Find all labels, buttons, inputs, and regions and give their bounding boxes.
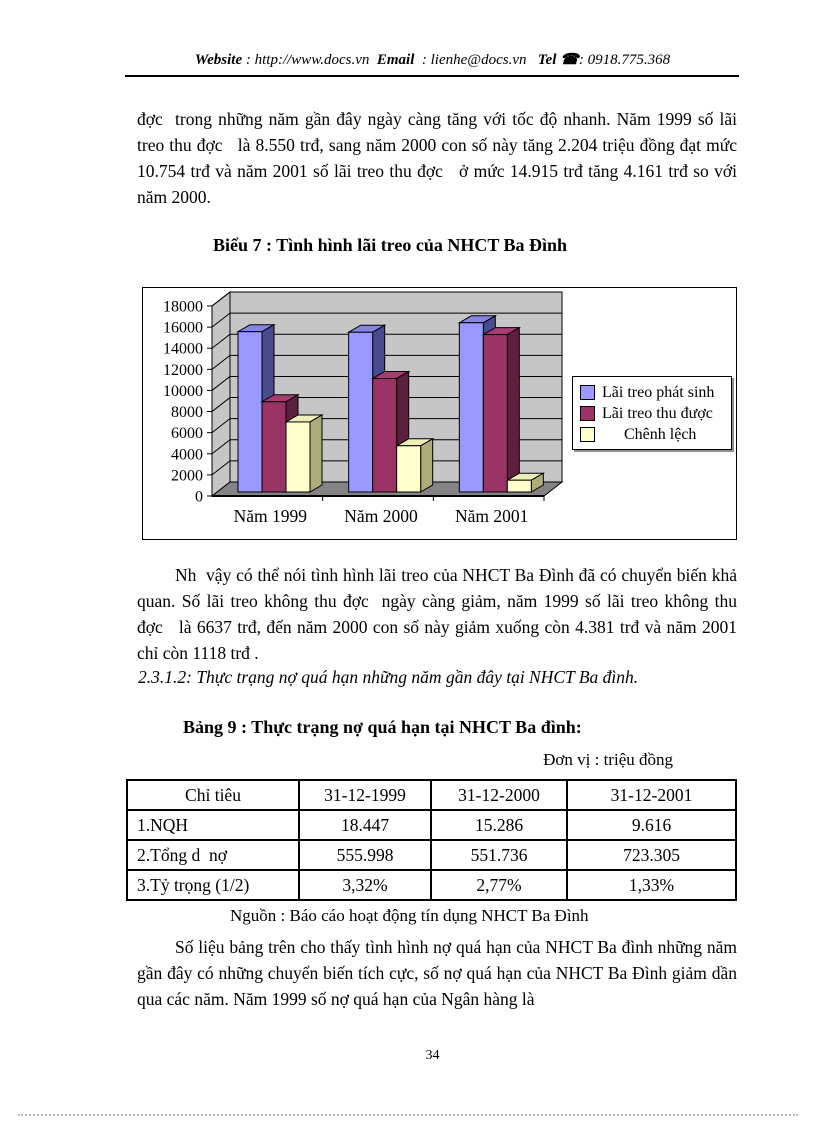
paragraph-1: đợc trong những năm gần đây ngày càng tă…	[137, 109, 737, 207]
legend-swatch-icon	[580, 406, 595, 421]
svg-text:18000: 18000	[163, 299, 203, 316]
value-cell: 551.736	[430, 839, 568, 871]
legend-label: Chênh lệch	[624, 425, 697, 443]
svg-text:4000: 4000	[171, 446, 203, 463]
legend-swatch-icon	[580, 385, 595, 400]
page-bottom-dotted-line	[18, 1114, 798, 1116]
table-header-cell: Chỉ tiêu	[126, 779, 300, 811]
svg-text:16000: 16000	[163, 320, 203, 337]
legend-swatch-icon	[580, 427, 595, 442]
legend-label: Lãi treo phát sinh	[602, 383, 715, 401]
table-row: 1.NQH 18.447 15.286 9.616	[126, 809, 737, 841]
table-title: Bảng 9 : Thực trạng nợ quá hạn tại NHCT …	[183, 717, 582, 737]
svg-text:12000: 12000	[163, 362, 203, 379]
value-cell: 2,77%	[430, 869, 568, 901]
website-label: Website	[194, 52, 243, 68]
chart-legend: Lãi treo phát sinh Lãi treo thu được Chênh…	[572, 376, 732, 450]
phone-icon: ☎	[560, 52, 579, 68]
header-rule	[125, 75, 739, 77]
paragraph-3: Số liệu bảng trên cho thấy tình hình nợ …	[137, 937, 737, 1009]
table-header-cell: 31-12-2000	[430, 779, 568, 811]
unit-note: Đơn vị : triệu đồng	[543, 750, 673, 769]
email-label: Email	[376, 52, 415, 68]
email-value: lienhe@docs.vn	[430, 52, 527, 68]
table-row: 2.Tổng d nợ 555.998 551.736 723.305	[126, 839, 737, 871]
value-cell: 9.616	[566, 809, 737, 841]
svg-text:14000: 14000	[163, 341, 203, 358]
tel-separator: :	[578, 52, 588, 68]
table-header-cell: 31-12-1999	[298, 779, 432, 811]
tel-label: Tel	[537, 52, 561, 68]
svg-text:2000: 2000	[171, 467, 203, 484]
table-header-row: Chỉ tiêu 31-12-1999 31-12-2000 31-12-2001	[126, 779, 737, 811]
svg-text:8000: 8000	[171, 404, 203, 421]
section-heading: 2.3.1.2: Thực trạng nợ quá hạn những năm…	[138, 667, 639, 687]
header-gap	[369, 52, 377, 68]
bar-chart-canvas: 0 2000 4000 6000 8000 10000 12000 14000 16000 180…	[163, 290, 564, 526]
value-cell: 15.286	[430, 809, 568, 841]
legend-item: Lãi treo thu được	[580, 403, 731, 424]
x-axis-label: Năm 1999	[234, 506, 308, 526]
legend-label: Lãi treo thu được	[602, 404, 713, 422]
chart-title: Biểu 7 : Tình hình lãi treo của NHCT Ba …	[212, 235, 568, 255]
website-url: http://www.docs.vn	[254, 52, 370, 68]
value-cell: 3,32%	[298, 869, 432, 901]
website-separator: :	[242, 52, 255, 68]
source-note: Nguồn : Báo cáo hoạt động tín dụng NHCT …	[230, 906, 589, 925]
value-cell: 1,33%	[566, 869, 737, 901]
value-cell: 555.998	[298, 839, 432, 871]
legend-item: Lãi treo phát sinh	[580, 382, 731, 403]
data-table: Chỉ tiêu 31-12-1999 31-12-2000 31-12-2001 1.…	[126, 779, 737, 901]
svg-text:0: 0	[195, 489, 203, 506]
bar-chart: 0 2000 4000 6000 8000 10000 12000 14000 16000 180…	[142, 287, 737, 540]
paragraph-2: Nh vậy có thể nói tình hình lãi treo của…	[137, 565, 737, 663]
x-axis-label: Năm 2000	[344, 506, 418, 526]
page-header: Website : http://www.docs.vn Email : lie…	[125, 50, 740, 69]
svg-text:10000: 10000	[163, 383, 203, 400]
value-cell: 18.447	[298, 809, 432, 841]
page-number: 34	[425, 1048, 440, 1063]
email-separator: :	[414, 52, 431, 68]
row-label-cell: 1.NQH	[126, 809, 300, 841]
legend-item: Chênh lệch	[580, 424, 731, 445]
table-header-cell: 31-12-2001	[566, 779, 737, 811]
svg-text:6000: 6000	[171, 425, 203, 442]
tel-value: 0918.775.368	[587, 52, 671, 68]
value-cell: 723.305	[566, 839, 737, 871]
row-label-cell: 3.Tỷ trọng (1/2)	[126, 869, 300, 901]
header-gap	[527, 52, 538, 68]
row-label-cell: 2.Tổng d nợ	[126, 839, 300, 871]
table-row: 3.Tỷ trọng (1/2) 3,32% 2,77% 1,33%	[126, 869, 737, 901]
x-axis-label: Năm 2001	[455, 506, 528, 526]
